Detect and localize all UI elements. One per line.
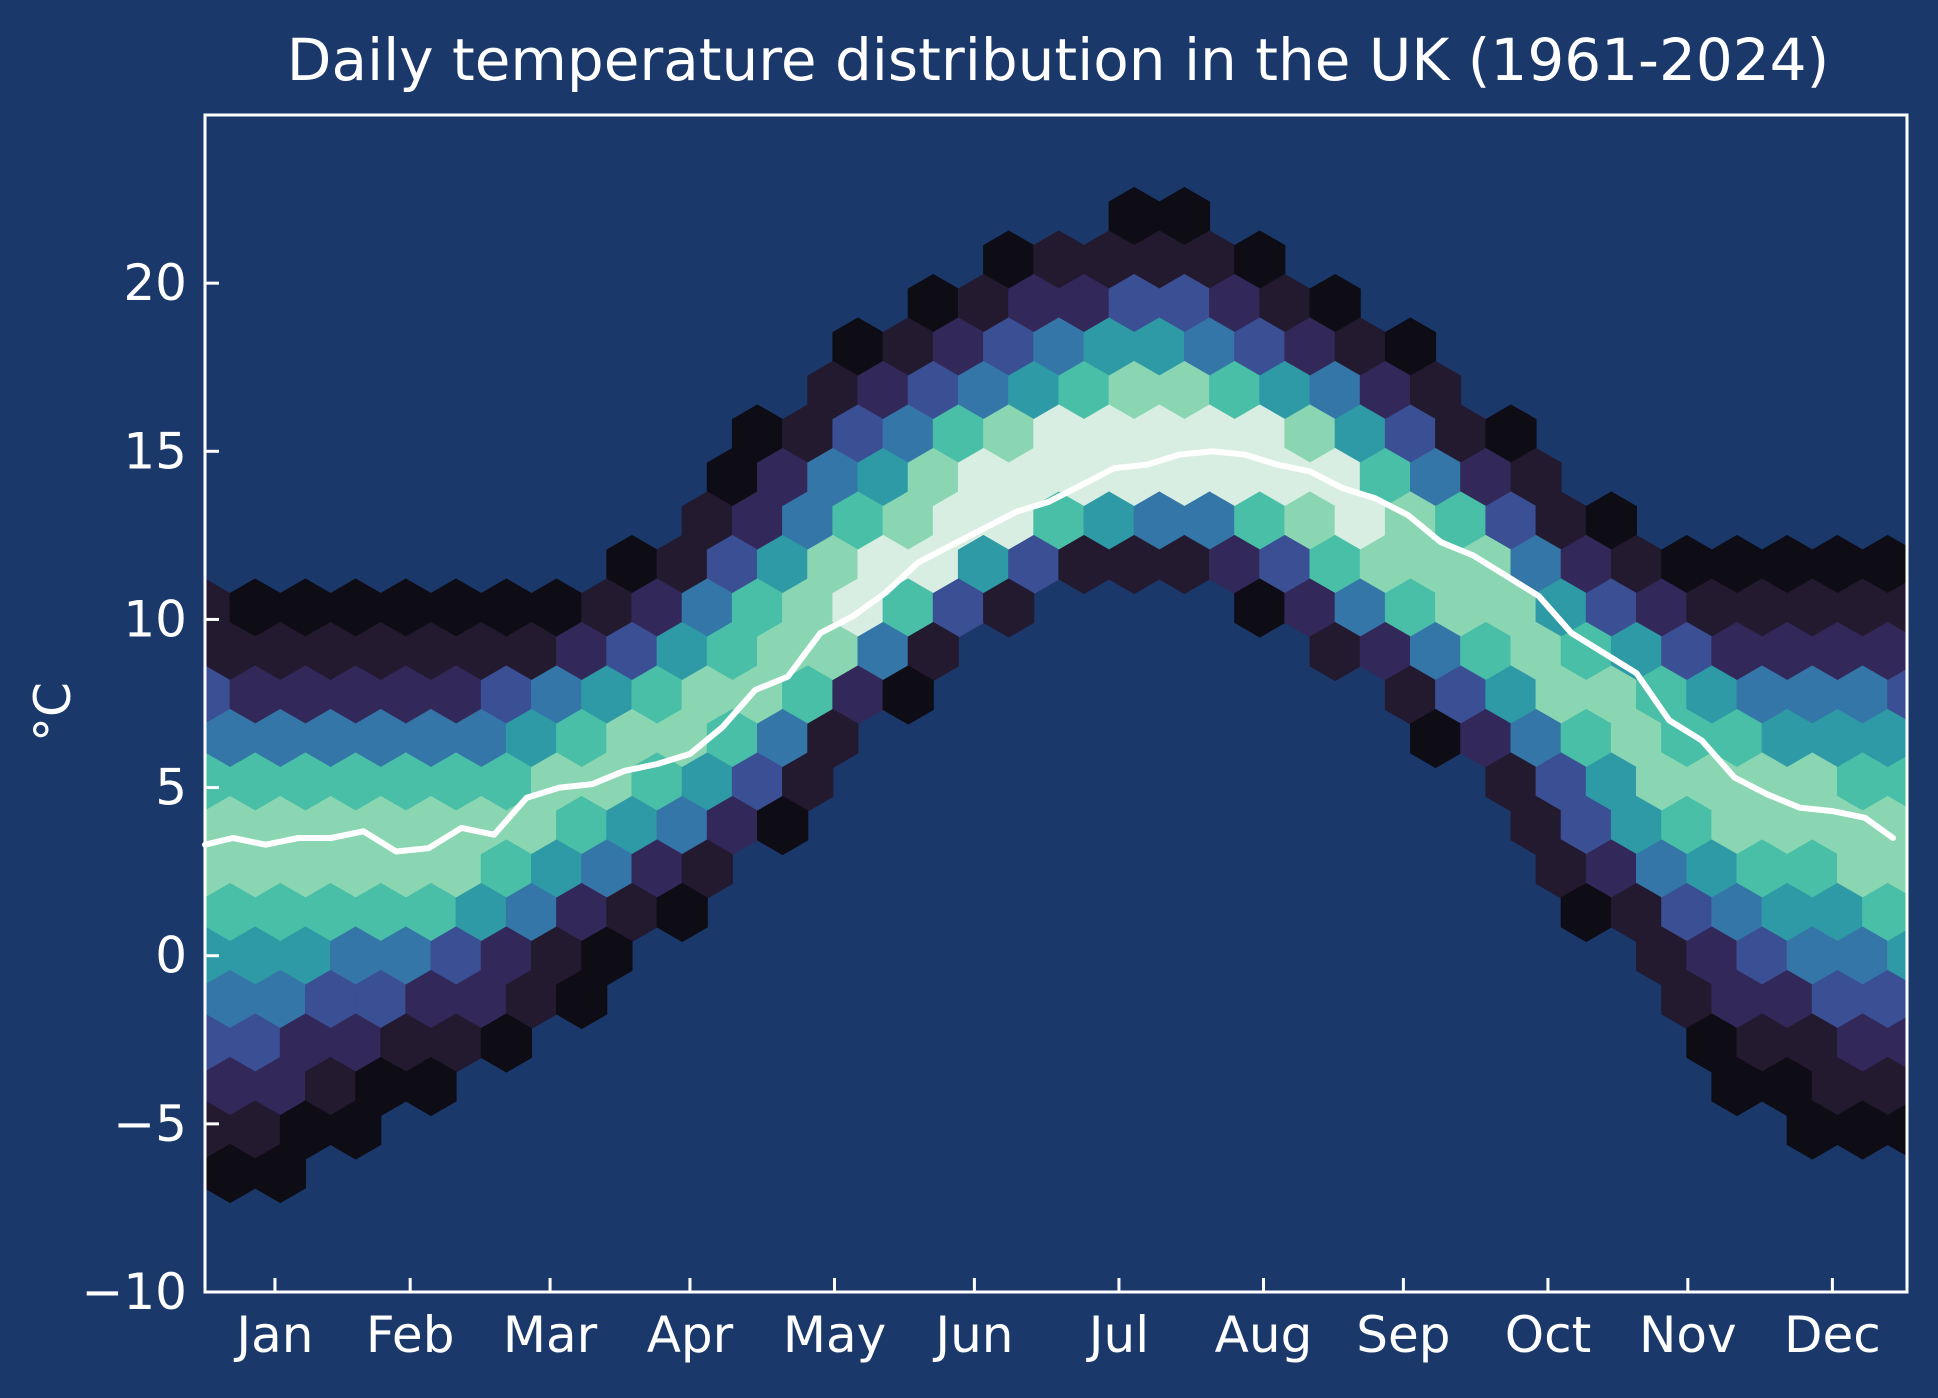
hexbin-cell xyxy=(1887,1103,1907,1157)
hexbin-cell xyxy=(1887,1016,1907,1070)
hexbin-cell xyxy=(882,665,934,725)
plot-frame xyxy=(203,113,1909,1294)
hexbin-cell xyxy=(757,795,809,856)
x-tick-label-mar: Mar xyxy=(503,1306,598,1364)
y-tick-label: −10 xyxy=(81,1263,187,1321)
x-tick-label-jan: Jan xyxy=(233,1306,313,1364)
hexbin-cell xyxy=(1887,581,1907,635)
chart-title: Daily temperature distribution in the UK… xyxy=(287,26,1829,94)
x-tick-label-may: May xyxy=(783,1306,886,1364)
hexbin-cell xyxy=(1887,755,1907,809)
x-tick-label-dec: Dec xyxy=(1784,1306,1881,1364)
hexbin-cell xyxy=(983,578,1035,638)
y-tick-label: −5 xyxy=(113,1095,187,1153)
hexbin-cell xyxy=(254,1143,306,1204)
y-tick-label: 10 xyxy=(123,590,187,648)
x-tick-label-sep: Sep xyxy=(1356,1306,1450,1364)
hexbin-layer xyxy=(205,186,1907,1204)
y-tick-label: 20 xyxy=(123,254,187,312)
hexbin-cell xyxy=(556,969,608,1030)
mean-temperature-line xyxy=(202,448,1896,855)
y-tick-label: 0 xyxy=(155,927,187,985)
x-tick-label-oct: Oct xyxy=(1505,1306,1591,1364)
plot-area xyxy=(202,113,1909,1294)
x-tick-label-jul: Jul xyxy=(1086,1306,1149,1364)
x-tick-label-apr: Apr xyxy=(647,1306,734,1364)
y-tick-label: 5 xyxy=(155,759,187,817)
y-axis: −10 −5 0 5 10 15 20 xyxy=(81,254,219,1321)
hexbin-cell xyxy=(480,1013,532,1073)
x-tick-label-jun: Jun xyxy=(932,1306,1013,1364)
hexbin-cell xyxy=(656,882,708,943)
x-tick-label-aug: Aug xyxy=(1215,1306,1313,1364)
hexbin-cell xyxy=(1887,668,1907,722)
hexbin-cell xyxy=(1887,842,1907,896)
x-tick-label-feb: Feb xyxy=(366,1306,455,1364)
hexbin-cell xyxy=(330,1100,382,1160)
y-axis-label: °C xyxy=(24,682,82,742)
y-tick-label: 15 xyxy=(123,422,187,480)
x-axis: Jan Feb Mar Apr May Jun Jul Aug Sep Oct Nov Dec xyxy=(233,1278,1881,1364)
x-tick-label-nov: Nov xyxy=(1639,1306,1737,1364)
hexbin-cell xyxy=(1887,929,1907,983)
hexbin-cell xyxy=(405,1056,457,1117)
